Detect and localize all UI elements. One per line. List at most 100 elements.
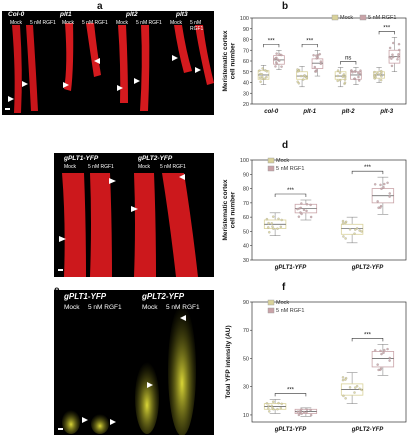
condition-label-rgf1-2: 5 nM RGF1 [82, 20, 108, 26]
data-point [260, 72, 264, 76]
data-point [316, 53, 320, 57]
significance-bracket [301, 43, 318, 48]
data-point [379, 349, 382, 353]
data-point [297, 215, 301, 218]
significance-label: *** [268, 38, 276, 44]
data-point [319, 62, 323, 65]
condition-label-rgf1-c2: 5 nM RGF1 [160, 164, 186, 170]
data-point [342, 394, 345, 398]
legend-label-mock: Mock [340, 15, 353, 21]
data-point [280, 218, 283, 222]
data-point [274, 65, 277, 68]
legend-swatch-rgf1 [359, 14, 367, 21]
data-point [353, 77, 357, 80]
data-point [391, 53, 394, 56]
data-point [279, 225, 283, 229]
data-point [300, 202, 303, 205]
data-point [267, 407, 270, 410]
data-point [344, 378, 347, 381]
data-point [376, 200, 379, 203]
significance-label: ns [345, 55, 351, 61]
data-point [299, 74, 303, 78]
root-images-yellow-e [58, 304, 196, 435]
data-point [267, 404, 270, 407]
data-point [271, 225, 274, 228]
data-point [274, 57, 277, 60]
data-point [270, 222, 273, 225]
data-point [397, 42, 401, 46]
data-point [336, 74, 340, 78]
genotype-label-plt1: plt1 [60, 11, 72, 18]
root-images-red-a [5, 23, 214, 113]
significance-bracket [351, 170, 384, 175]
data-point [357, 71, 360, 75]
condition-label-rgf1-4: 5 nM RGF1 [190, 20, 204, 32]
plot-frame [251, 159, 407, 261]
data-point [344, 237, 347, 240]
data-point [396, 58, 399, 61]
data-point [297, 413, 301, 417]
y-axis-label: Total YFP intensity (AU) [225, 325, 232, 398]
data-point [309, 215, 313, 219]
condition-label-mock-c2: Mock [138, 164, 150, 170]
x-tick-label: gPLT1-YFP [274, 265, 308, 271]
data-point [313, 65, 317, 69]
data-point [341, 378, 345, 382]
data-point [373, 74, 376, 78]
data-point [272, 400, 275, 403]
legend-swatch-rgf1 [267, 165, 275, 172]
significance-bracket [351, 338, 384, 342]
y-tick-label: 80 [243, 38, 249, 44]
data-point [373, 70, 376, 74]
y-tick-label: 100 [240, 16, 249, 22]
data-point [280, 53, 283, 57]
data-point [348, 386, 352, 389]
data-point [277, 401, 280, 405]
data-point [380, 352, 383, 356]
data-point [279, 406, 283, 410]
legend-swatch-mock [331, 14, 339, 21]
data-point [336, 69, 340, 72]
significance-label: *** [364, 332, 372, 338]
y-tick-label: 30 [243, 258, 249, 264]
condition-label-rgf1-1: 5 nM RGF1 [30, 20, 56, 26]
data-point [265, 70, 269, 73]
data-point [343, 81, 347, 84]
y-tick-label: 70 [243, 328, 249, 334]
condition-label-mock-4: Mock [170, 20, 182, 26]
y-tick-label: 50 [243, 229, 249, 235]
data-point [300, 412, 303, 415]
y-tick-label: 20 [243, 102, 249, 108]
condition-label-rgf1-e2: 5 nM RGF1 [166, 304, 200, 311]
data-point [341, 75, 345, 79]
y-tick-label: 90 [243, 27, 249, 33]
y-tick-label: 70 [243, 48, 249, 54]
legend-label-mock: Mock [276, 158, 289, 164]
chart-f: 10 30 50 70 90 Total YFP intensity (AU) Mock 5 … [225, 299, 407, 433]
data-point [341, 219, 345, 223]
data-point [359, 69, 362, 72]
data-point [388, 356, 391, 360]
data-point [298, 410, 301, 413]
data-point [396, 55, 400, 58]
data-point [309, 408, 312, 412]
genotype-label-plt3: plt3 [176, 11, 188, 18]
data-point [309, 413, 313, 417]
data-point [258, 76, 262, 79]
data-point [302, 78, 305, 81]
data-point [383, 348, 386, 352]
micrograph-panel-a: Col-0 plt1 plt2 plt3 Mock 5 nM RGF1 Mock… [2, 11, 214, 115]
legend-label-rgf1: 5 nM RGF1 [276, 166, 304, 172]
data-point [261, 67, 264, 70]
data-point [376, 71, 379, 75]
data-point [343, 78, 347, 81]
data-point [392, 41, 395, 45]
data-point [265, 217, 269, 221]
data-point [261, 75, 264, 79]
root-images-red-c [58, 173, 198, 277]
y-tick-label: 80 [243, 187, 249, 193]
data-point [276, 227, 279, 230]
data-point [390, 64, 394, 68]
data-point [358, 229, 361, 232]
data-point [360, 230, 363, 233]
